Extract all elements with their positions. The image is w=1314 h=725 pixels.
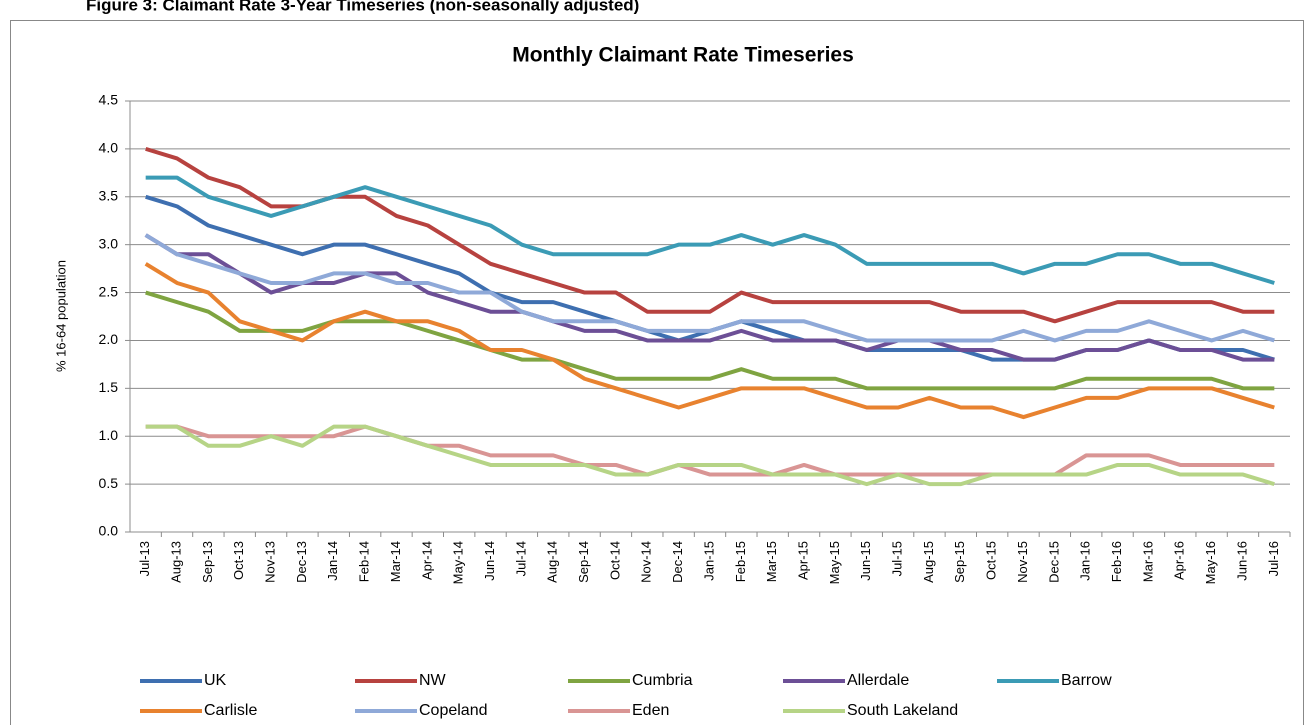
x-tick-label: Jan-14 [325, 541, 340, 581]
x-tick-label: May-14 [451, 541, 466, 584]
x-tick-label: Jul-16 [1266, 541, 1281, 576]
x-tick-label: Feb-16 [1109, 541, 1124, 582]
y-tick-label: 3.5 [99, 187, 119, 203]
series-line [144, 233, 1275, 362]
x-tick-label: Jun-14 [482, 541, 497, 581]
y-tick-label: 2.5 [99, 283, 119, 299]
legend-label: Carlisle [204, 702, 257, 719]
x-tick-label: Jul-14 [513, 541, 528, 576]
chart-title: Monthly Claimant Rate Timeseries [512, 44, 854, 67]
x-tick-label: Mar-16 [1140, 541, 1155, 582]
x-tick-label: Apr-15 [795, 541, 810, 580]
series-line [145, 424, 1275, 487]
y-tick-label: 1.5 [99, 379, 119, 395]
x-tick-label: Aug-15 [921, 541, 936, 583]
x-tick-label: Sep-15 [952, 541, 967, 583]
legend-label: Barrow [1061, 672, 1112, 689]
x-tick-label: Dec-13 [294, 541, 309, 583]
legend-label: Allerdale [847, 672, 909, 689]
series-line [144, 262, 1275, 420]
x-tick-label: Nov-15 [1015, 541, 1030, 583]
y-tick-label: 4.0 [99, 140, 119, 156]
y-axis-label: % 16-64 population [53, 260, 68, 372]
x-tick-label: Apr-16 [1172, 541, 1187, 580]
legend-label: Cumbria [632, 672, 693, 689]
figure-caption: Figure 3: Claimant Rate 3-Year Timeserie… [86, 0, 639, 14]
x-tick-label: Jan-16 [1078, 541, 1093, 581]
x-tick-label: Jul-15 [890, 541, 905, 576]
legend-label: South Lakeland [847, 702, 958, 719]
chart-border [10, 20, 1304, 725]
x-tick-label: Sep-13 [200, 541, 215, 583]
x-tick-label: Jul-13 [137, 541, 152, 576]
x-tick-label: Aug-13 [168, 541, 183, 583]
x-tick-label: Aug-14 [545, 541, 560, 583]
x-tick-label: Nov-14 [639, 541, 654, 583]
legend-label: Eden [632, 702, 669, 719]
x-tick-label: Mar-14 [388, 541, 403, 582]
y-tick-label: 2.0 [99, 331, 119, 347]
series-line [145, 175, 1275, 285]
x-tick-label: Oct-15 [984, 541, 999, 580]
x-tick-label: Feb-14 [357, 541, 372, 582]
x-tick-label: Dec-15 [1046, 541, 1061, 583]
x-tick-label: Nov-13 [263, 541, 278, 583]
x-tick-label: Mar-15 [764, 541, 779, 582]
y-tick-label: 0.0 [99, 523, 119, 539]
legend-label: Copeland [419, 702, 488, 719]
x-tick-label: Dec-14 [670, 541, 685, 583]
y-tick-label: 1.0 [99, 427, 119, 443]
legend-label: UK [204, 672, 227, 689]
x-tick-label: Jun-16 [1234, 541, 1249, 581]
x-tick-label: Jun-15 [858, 541, 873, 581]
series-line [144, 233, 1275, 343]
x-tick-label: May-16 [1203, 541, 1218, 584]
y-tick-label: 3.0 [99, 235, 119, 251]
series-line [145, 424, 1275, 477]
x-tick-label: Jan-15 [701, 541, 716, 581]
x-tick-label: Apr-14 [419, 541, 434, 580]
x-tick-label: Oct-13 [231, 541, 246, 580]
x-tick-label: Sep-14 [576, 541, 591, 583]
y-tick-label: 4.5 [99, 92, 119, 108]
x-tick-label: Oct-14 [607, 541, 622, 580]
x-tick-label: May-15 [827, 541, 842, 584]
x-tick-label: Feb-15 [733, 541, 748, 582]
y-tick-label: 0.5 [99, 475, 119, 491]
legend-label: NW [419, 672, 447, 689]
